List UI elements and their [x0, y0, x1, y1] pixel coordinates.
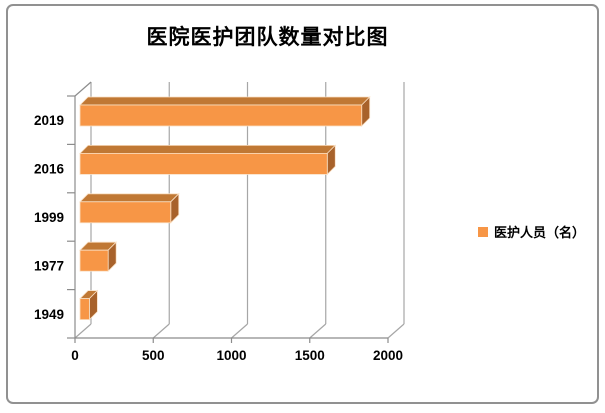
y-axis-label-1949: 1949	[34, 307, 64, 322]
floor-gridline-500	[152, 323, 170, 339]
y-axis-label-1977: 1977	[34, 258, 64, 273]
x-axis-label-1500: 1500	[295, 348, 325, 363]
bar-1977	[79, 249, 109, 272]
bar-1949	[79, 298, 90, 321]
x-axis-label-0: 0	[71, 348, 79, 363]
floor-gridline-0	[74, 323, 92, 339]
legend: 医护人员（名）	[478, 222, 585, 241]
x-axis-label-500: 500	[142, 348, 165, 363]
bar-top-2019	[79, 96, 371, 106]
y-axis-label-2016: 2016	[34, 162, 65, 177]
y-axis-label-2019: 2019	[34, 113, 64, 128]
y-axis-label-1999: 1999	[34, 210, 64, 225]
bar-top-1999	[79, 193, 180, 203]
floor-gridline-2000	[387, 323, 405, 339]
bar-top-2016	[79, 144, 337, 154]
bar-1999	[79, 201, 172, 224]
floor-gridline-1500	[309, 323, 327, 339]
legend-label: 医护人员（名）	[494, 225, 586, 240]
bar-2016	[79, 152, 328, 175]
floor-gridline-1000	[231, 323, 248, 339]
bar-2019	[79, 104, 363, 127]
legend-swatch-icon	[478, 226, 488, 237]
wall-top-edge	[74, 81, 92, 97]
x-axis-label-2000: 2000	[373, 348, 403, 363]
chart-title: 医院医护团队数量对比图	[146, 26, 389, 49]
x-axis-label-1000: 1000	[216, 348, 246, 363]
